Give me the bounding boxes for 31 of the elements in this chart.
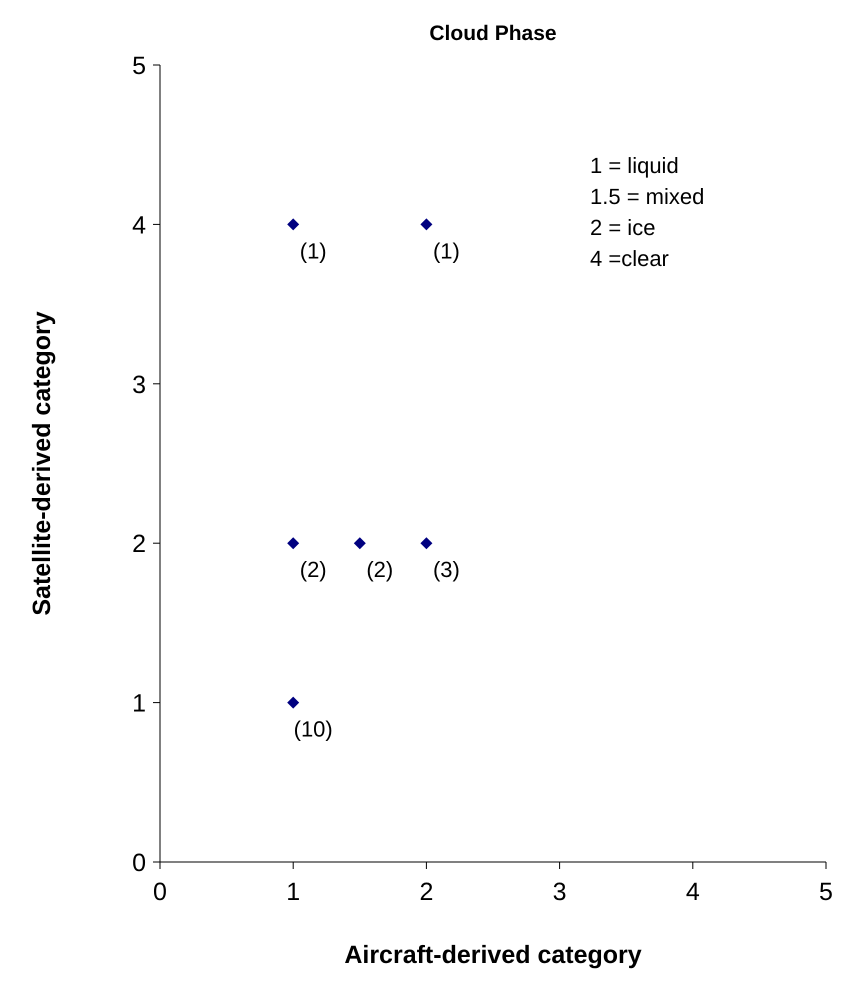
annotation: 1 = liquid [590,153,679,178]
x-tick-label: 4 [686,878,700,906]
x-tick-label: 2 [419,878,434,906]
y-tick-label: 2 [132,530,146,558]
point [420,537,432,550]
x-tick-label: 3 [552,878,567,906]
annotation: (1) [300,238,327,264]
y-tick-label: 0 [132,849,146,877]
annotation: 4 =clear [590,246,669,271]
x-tick-label: 5 [819,878,833,906]
chart-title: Cloud Phase [429,22,557,45]
x-axis-title: Aircraft-derived category [344,941,642,969]
point [287,537,300,550]
x-tick-label: 0 [153,878,167,906]
y-tick-label: 3 [132,370,146,399]
y-tick-label: 1 [132,690,146,718]
annotation: (2) [300,557,327,582]
annotation: 2 = ice [590,215,656,240]
y-tick-label: 4 [132,211,146,240]
point [420,218,432,230]
y-axis-title: Satellite-derived category [28,311,56,616]
point [287,218,300,230]
annotation: (10) [294,716,333,742]
annotation: (3) [432,557,460,582]
annotation: (2) [366,557,394,582]
point [354,537,366,550]
point [287,696,300,709]
annotation: 1.5 = mixed [590,184,704,209]
x-tick-label: 1 [286,878,300,906]
y-tick-label: 5 [132,52,146,80]
annotation: (1) [432,238,460,264]
